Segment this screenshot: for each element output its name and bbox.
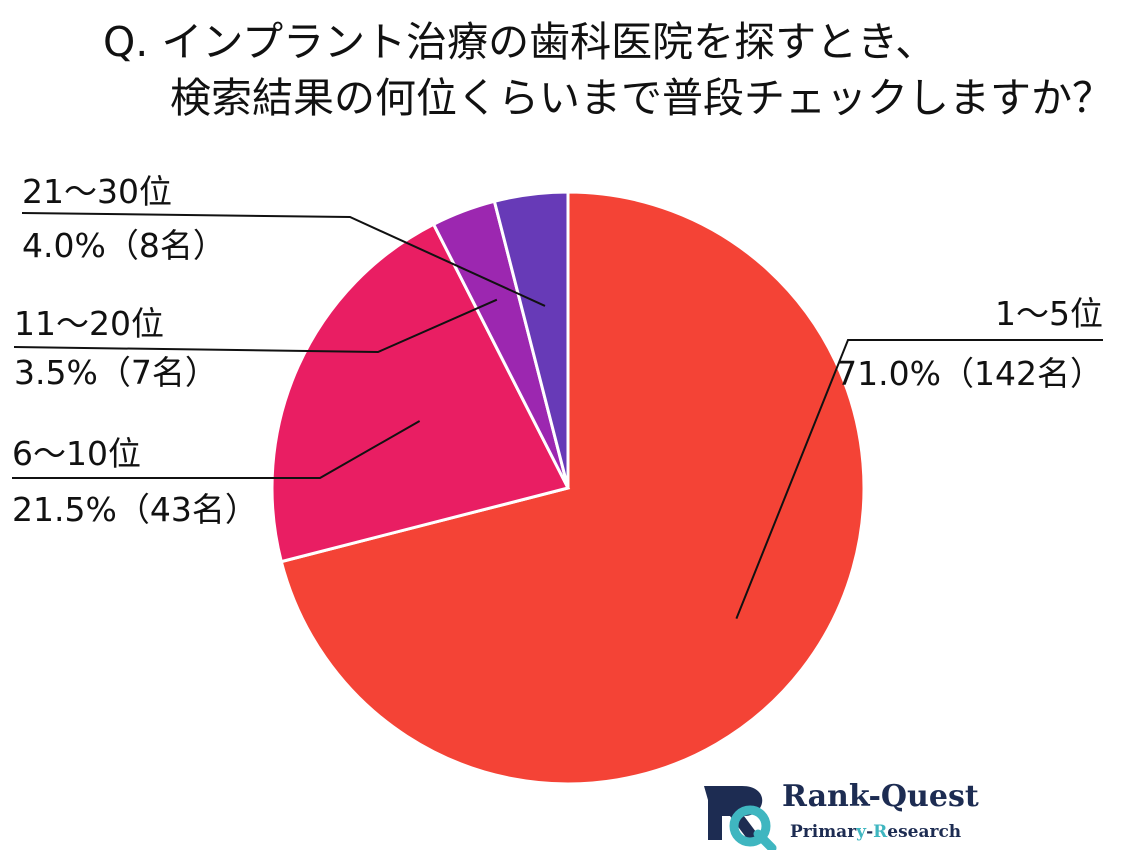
logo-sub-pre: Primar: [790, 822, 857, 842]
pie-slices: [270, 190, 866, 786]
logo-name-main: Rank-: [782, 779, 881, 814]
slice-label-value-2: 21.5%（43名）: [12, 490, 258, 529]
pie-slice-1: [279, 190, 866, 786]
logo-subtitle: Primary-Research: [790, 821, 961, 843]
slice-label-value-3: 3.5%（7名）: [14, 353, 218, 392]
logo-sub-post: esearch: [887, 822, 962, 842]
brand-logo: Rank-Quest Primary-Research: [700, 778, 1000, 853]
chart-title: Q. インプラント治療の歯科医院を探すとき、 検索結果の何位くらいまで普段チェッ…: [0, 0, 1136, 130]
leader-line-2: [12, 420, 421, 479]
slice-label-name-4: 21〜30位: [22, 172, 172, 211]
logo-sub-accent-1: y: [856, 822, 867, 842]
slice-labels: 1〜5位 71.0%（142名） 6〜10位 21.5%（43名） 11〜20位 3.5%…: [12, 172, 1103, 529]
logo-name: Rank-Quest: [782, 778, 979, 816]
slice-label-value-4: 4.0%（8名）: [22, 226, 226, 265]
leader-lines: [12, 212, 1103, 619]
slice-label-name-2: 6〜10位: [12, 434, 141, 473]
pie-slice-4: [492, 190, 570, 489]
title-line-2: 検索結果の何位くらいまで普段チェックしますか？: [170, 74, 1113, 122]
logo-name-accent: Quest: [880, 779, 979, 814]
leader-line-4: [21, 212, 546, 307]
title-line-1: Q. インプラント治療の歯科医院を探すとき、: [103, 18, 937, 66]
logo-sub-mid: -: [866, 822, 874, 842]
logo-sub-accent-2: R: [873, 822, 888, 842]
rank-quest-logo-icon: [704, 786, 777, 850]
slice-label-name-1: 1〜5位: [995, 294, 1103, 333]
slice-label-name-3: 11〜20位: [14, 304, 164, 343]
pie-slice-2: [270, 222, 571, 564]
slice-label-value-1: 71.0%（142名）: [836, 354, 1103, 393]
leader-line-3: [13, 298, 498, 354]
leader-line-1: [735, 339, 1103, 619]
